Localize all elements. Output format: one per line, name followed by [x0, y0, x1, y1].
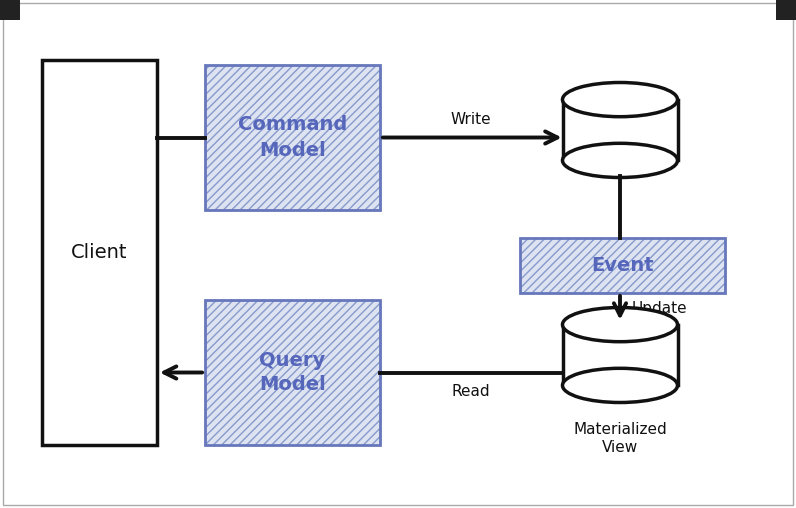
- Text: Command
Model: Command Model: [238, 115, 347, 160]
- Bar: [776, 0, 796, 20]
- Ellipse shape: [563, 143, 677, 177]
- Ellipse shape: [563, 82, 677, 117]
- Ellipse shape: [563, 368, 677, 402]
- Text: Materialized
View: Materialized View: [573, 423, 667, 455]
- Bar: [205, 300, 380, 445]
- Text: Read: Read: [452, 385, 490, 399]
- Bar: [520, 238, 725, 293]
- Bar: [205, 65, 380, 210]
- Bar: [205, 65, 380, 210]
- Ellipse shape: [563, 307, 677, 342]
- Bar: [205, 65, 380, 210]
- Text: Client: Client: [72, 243, 127, 262]
- Bar: [0, 0, 20, 20]
- Bar: [563, 100, 677, 161]
- Bar: [42, 60, 157, 445]
- Bar: [520, 238, 725, 293]
- Bar: [205, 300, 380, 445]
- Text: Event: Event: [591, 256, 654, 275]
- Text: Query
Model: Query Model: [259, 351, 326, 395]
- Text: Update: Update: [632, 301, 688, 316]
- Bar: [563, 325, 677, 386]
- Bar: [205, 300, 380, 445]
- Text: Write: Write: [451, 112, 492, 128]
- Bar: [520, 238, 725, 293]
